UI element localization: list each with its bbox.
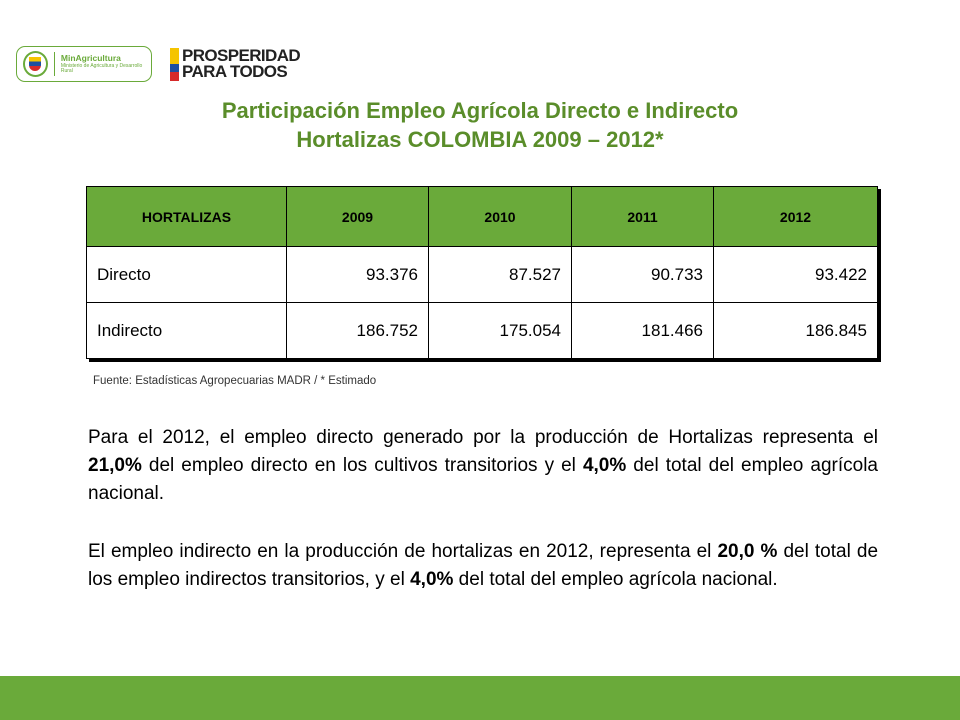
footer-bar — [0, 676, 960, 720]
header-2012: 2012 — [713, 186, 878, 247]
row-label-indirecto: Indirecto — [86, 302, 287, 359]
minagricultura-logo: MinAgricultura Ministerio de Agricultura… — [16, 46, 152, 82]
ministry-name: MinAgricultura — [60, 52, 121, 63]
paragraph-text: del total del empleo agrícola nacional. — [88, 455, 878, 504]
coat-of-arms-icon — [23, 51, 48, 77]
logo-divider — [53, 52, 55, 76]
cell-value: 90.733 — [571, 246, 714, 303]
prosperidad-line1: PROSPERIDAD — [182, 45, 301, 65]
cell-value: 186.752 — [286, 302, 429, 359]
cell-value: 186.845 — [713, 302, 878, 359]
paragraph-text: del total del empleo agrícola nacional. — [453, 569, 778, 590]
highlight-percentage: 20,0 % — [717, 541, 778, 562]
paragraph-text: Para el 2012, el empleo directo generado… — [88, 427, 878, 448]
prosperidad-logo: PROSPERIDAD PARA TODOS — [170, 45, 301, 82]
ministry-subtitle: Ministerio de Agricultura y Desarrollo R… — [60, 63, 143, 75]
paragraph-direct-employment: Para el 2012, el empleo directo generado… — [88, 424, 878, 508]
highlight-percentage: 4,0% — [582, 455, 627, 476]
employment-table: HORTALIZAS 2009 2010 2011 2012 Directo 9… — [86, 186, 878, 359]
cell-value: 87.527 — [428, 246, 572, 303]
row-label-directo: Directo — [86, 246, 287, 303]
highlight-percentage: 21,0% — [88, 455, 142, 476]
header-2009: 2009 — [286, 186, 429, 247]
cell-value: 93.376 — [286, 246, 429, 303]
header-2010: 2010 — [428, 186, 572, 247]
slide-title: Participación Empleo Agrícola Directo e … — [0, 96, 960, 154]
prosperidad-line2: PARA TODOS — [182, 62, 288, 81]
paragraph-text: El empleo indirecto en la producción de … — [88, 541, 718, 562]
highlight-percentage: 4,0% — [410, 569, 454, 590]
header-2011: 2011 — [571, 186, 714, 247]
title-line-1: Participación Empleo Agrícola Directo e … — [221, 98, 739, 123]
cell-value: 181.466 — [571, 302, 714, 359]
table-row: Indirecto 186.752 175.054 181.466 186.84… — [86, 302, 878, 359]
table-header-row: HORTALIZAS 2009 2010 2011 2012 — [86, 186, 878, 247]
colombia-flag-icon — [170, 47, 179, 81]
paragraph-text: del empleo directo en los cultivos trans… — [141, 455, 583, 476]
source-note: Fuente: Estadísticas Agropecuarias MADR … — [93, 375, 377, 387]
paragraph-indirect-employment: El empleo indirecto en la producción de … — [88, 538, 878, 594]
cell-value: 175.054 — [428, 302, 572, 359]
title-line-2: Hortalizas COLOMBIA 2009 – 2012* — [296, 127, 664, 152]
header-hortalizas: HORTALIZAS — [86, 186, 287, 247]
table-row: Directo 93.376 87.527 90.733 93.422 — [86, 246, 878, 303]
cell-value: 93.422 — [713, 246, 878, 303]
paragraph-text: del total de los empleo indirectos trans… — [88, 541, 879, 590]
